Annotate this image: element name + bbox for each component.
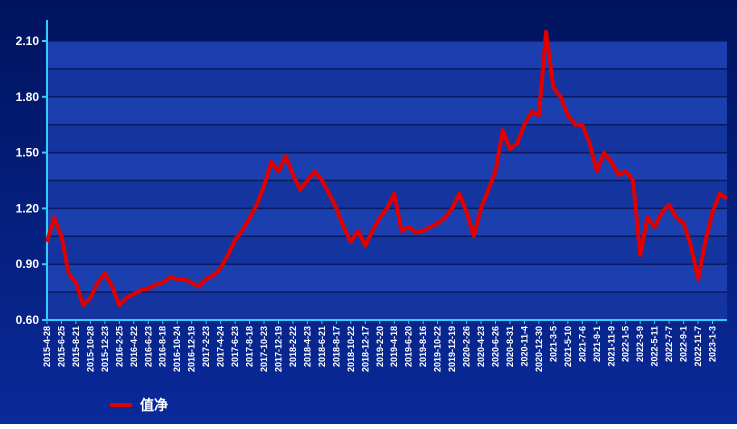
x-tick-label: 2020-2-26 — [462, 326, 472, 367]
x-tick-label: 2016-6-23 — [143, 326, 153, 367]
band — [47, 236, 727, 265]
y-tick-label: 2.10 — [16, 34, 40, 48]
x-tick-label: 2019-6-20 — [404, 326, 414, 367]
y-tick-label: 0.90 — [16, 257, 40, 271]
x-tick-label: 2019-8-16 — [418, 326, 428, 367]
x-tick-label: 2017-12-19 — [273, 326, 283, 372]
line-series — [45, 29, 729, 308]
x-tick-label: 2020-8-31 — [505, 326, 515, 367]
x-tick-label: 2020-6-26 — [491, 326, 501, 367]
x-tick-label: 2017-10-23 — [259, 326, 269, 372]
band — [47, 96, 727, 125]
x-tick-label: 2019-4-18 — [389, 326, 399, 367]
x-tick-label: 2015-12-23 — [100, 326, 110, 372]
legend-label: 值净 — [140, 397, 168, 413]
x-tick-label: 2016-12-19 — [187, 326, 197, 372]
x-tick-label: 2021-3-5 — [548, 326, 558, 362]
y-tick-label: 1.20 — [16, 201, 40, 215]
y-tick-label: 0.60 — [16, 313, 40, 327]
x-tick-label: 2016-10-24 — [172, 326, 182, 372]
x-tick-label: 2018-8-17 — [331, 326, 341, 367]
x-tick-label: 2016-8-18 — [158, 326, 168, 367]
x-tick-label: 2016-4-22 — [129, 326, 139, 367]
x-tick-label: 2023-1-3 — [708, 326, 718, 362]
band — [47, 152, 727, 181]
x-tick-label: 2017-4-24 — [216, 326, 226, 367]
x-tick-label: 2021-7-6 — [577, 326, 587, 362]
x-tick-label: 2019-10-22 — [433, 326, 443, 372]
x-tick-label: 2018-4-23 — [302, 326, 312, 367]
x-tick-label: 2017-6-23 — [230, 326, 240, 367]
x-tick-label: 2018-12-17 — [360, 326, 370, 372]
x-tick-label: 2016-2-25 — [114, 326, 124, 367]
y-tick-label: 1.80 — [16, 90, 40, 104]
x-tick-label: 2017-8-18 — [245, 326, 255, 367]
band — [47, 68, 727, 97]
x-tick-label: 2021-5-10 — [563, 326, 573, 367]
x-tick-label: 2020-12-30 — [534, 326, 544, 372]
x-tick-label: 2020-4-23 — [476, 326, 486, 367]
x-tick-label: 2015-4-28 — [42, 326, 52, 367]
x-tick-label: 2020-11-4 — [519, 326, 529, 367]
x-tick-label: 2018-10-22 — [346, 326, 356, 372]
x-tick-label: 2015-10-28 — [85, 326, 95, 372]
band — [47, 264, 727, 293]
x-tick-label: 2019-2-20 — [375, 326, 385, 367]
x-tick-label: 2015-6-25 — [56, 326, 66, 367]
x-tick-label: 2018-2-22 — [288, 326, 298, 367]
x-tick-label: 2021-9-1 — [592, 326, 602, 362]
band — [47, 124, 727, 153]
x-tick-label: 2017-2-23 — [201, 326, 211, 367]
x-tick-label: 2021-11-9 — [606, 326, 616, 367]
x-tick-label: 2022-1-5 — [621, 326, 631, 362]
x-tick-label: 2022-11-7 — [693, 326, 703, 367]
band — [47, 180, 727, 209]
y-tick-label: 1.50 — [16, 146, 40, 160]
band — [47, 208, 727, 237]
x-tick-label: 2022-5-11 — [650, 326, 660, 367]
x-tick-label: 2019-12-19 — [447, 326, 457, 372]
x-tick-label: 2022-9-1 — [679, 326, 689, 362]
band — [47, 292, 727, 320]
x-tick-label: 2022-3-9 — [635, 326, 645, 362]
x-tick-label: 2015-8-21 — [71, 326, 81, 367]
x-tick-label: 2022-7-7 — [664, 326, 674, 362]
x-tick-label: 2018-6-21 — [317, 326, 327, 367]
band — [47, 41, 727, 69]
